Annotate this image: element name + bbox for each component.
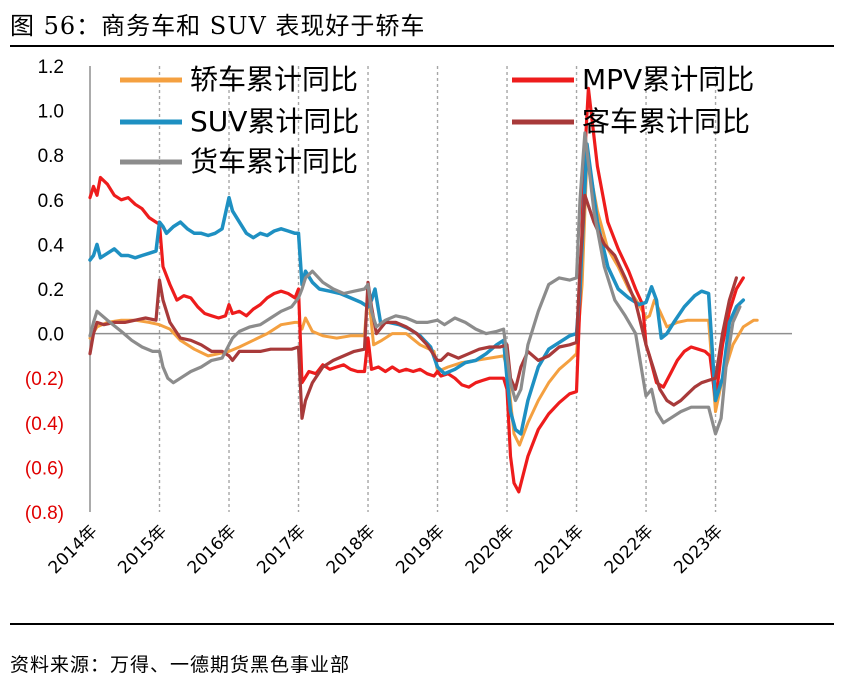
legend-label-1: MPV累计同比 — [582, 63, 754, 96]
y-tick-label: 1.2 — [38, 57, 64, 78]
y-tick-label: (0.8) — [25, 503, 64, 524]
legend-label-3: 客车累计同比 — [582, 105, 750, 138]
legend-label-4: 货车累计同比 — [190, 145, 358, 178]
x-tick-label: 2021年 — [531, 521, 588, 578]
x-tick-labels: 2014年 2015年 2016年 2017年 2018年 2019年 2020年 2021年… — [45, 521, 727, 578]
x-tick-label: 2018年 — [323, 521, 380, 578]
source-rule — [10, 623, 834, 625]
x-tick-label: 2019年 — [392, 521, 449, 578]
legend-label-2: SUV累计同比 — [190, 105, 359, 138]
y-tick-label: 0.8 — [38, 146, 64, 167]
series-line-4 — [88, 131, 742, 436]
source-note: 资料来源：万得、一德期货黑色事业部 — [10, 654, 351, 676]
title-rule — [10, 45, 834, 47]
y-tick-label: 0.0 — [38, 325, 64, 346]
y-tick-label: 0.4 — [38, 235, 65, 256]
y-tick-label: 0.2 — [38, 280, 64, 301]
x-tick-label: 2023年 — [670, 521, 727, 578]
x-tick-label: 2016年 — [184, 521, 241, 578]
y-tick-label: (0.6) — [25, 458, 64, 479]
series-lines — [88, 86, 759, 494]
x-tick-label: 2014年 — [45, 521, 102, 578]
y-tick-label: 0.6 — [38, 191, 64, 212]
axes — [89, 66, 792, 512]
x-tick-label: 2015年 — [114, 521, 171, 578]
y-tick-label: 1.0 — [38, 102, 64, 123]
legend-label-0: 轿车累计同比 — [190, 63, 358, 96]
figure-title: 图 56：商务车和 SUV 表现好于轿车 — [10, 12, 426, 40]
x-tick-label: 2017年 — [253, 521, 310, 578]
y-tick-label: (0.2) — [25, 369, 64, 390]
series-line-1 — [88, 86, 745, 494]
line-chart: 1.2 1.0 0.8 0.6 0.4 0.2 0.0 (0.2) (0.4) (0.6) (0.8… — [25, 57, 792, 578]
y-tick-labels: 1.2 1.0 0.8 0.6 0.4 0.2 0.0 (0.2) (0.4) (0.6) (0.8… — [25, 57, 65, 524]
x-tick-label: 2020年 — [462, 521, 519, 578]
y-tick-label: (0.4) — [25, 414, 64, 435]
series-line-3 — [88, 193, 738, 420]
x-tick-label: 2022年 — [601, 521, 658, 578]
